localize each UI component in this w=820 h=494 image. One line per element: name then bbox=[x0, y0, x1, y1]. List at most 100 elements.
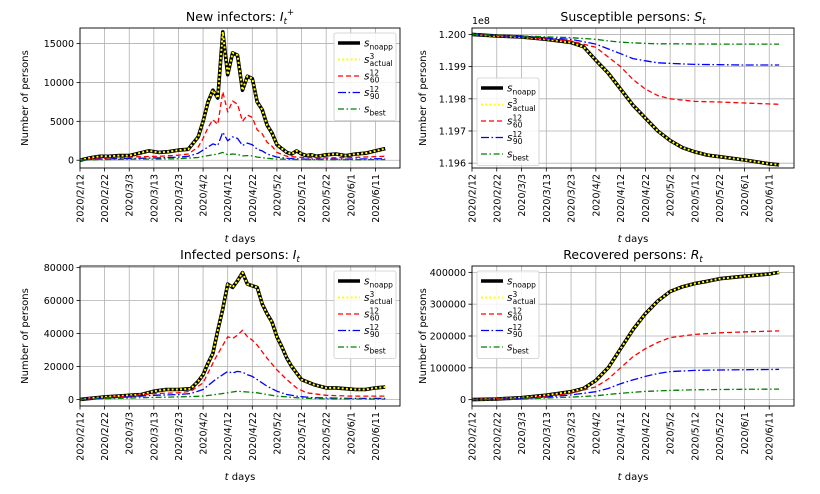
x-tick-label: 2020/4/12 bbox=[223, 174, 234, 223]
y-tick-label: 0 bbox=[460, 395, 466, 406]
x-tick-label: 2020/6/11 bbox=[765, 174, 776, 223]
series-line-best bbox=[472, 388, 780, 401]
x-tick-label: 2020/2/22 bbox=[492, 174, 503, 223]
x-tick-label: 2020/5/2 bbox=[666, 174, 677, 217]
series-line-s90 bbox=[80, 370, 386, 401]
chart-title: New infectors: It+ bbox=[186, 8, 294, 27]
legend-box bbox=[333, 32, 397, 121]
legend-label: sbest bbox=[507, 342, 529, 356]
legend-label: sbest bbox=[364, 104, 386, 118]
x-tick-label: 2020/4/22 bbox=[641, 174, 652, 223]
y-axis-label: Number of persons bbox=[418, 50, 429, 146]
x-tick-label: 2020/4/2 bbox=[199, 412, 210, 455]
x-tick-label: 2020/2/12 bbox=[76, 412, 87, 461]
plot-frame bbox=[79, 27, 401, 169]
x-tick-label: 2020/6/11 bbox=[371, 174, 382, 223]
y-tick-label: 100000 bbox=[430, 363, 466, 374]
plot-frame bbox=[471, 265, 795, 407]
y-tick-label: 1.196 bbox=[439, 159, 466, 170]
x-tick-label: 2020/6/11 bbox=[371, 412, 382, 461]
y-tick-label: 80000 bbox=[44, 263, 74, 274]
y-tick-label: 60000 bbox=[44, 296, 74, 307]
series-line-best bbox=[80, 151, 386, 161]
x-tick-label: 2020/4/2 bbox=[199, 174, 210, 217]
y-axis-label: Number of persons bbox=[20, 50, 31, 146]
legend-label: sbest bbox=[364, 342, 386, 356]
x-axis-label: t days bbox=[225, 234, 256, 245]
axis-offset-label: 1e8 bbox=[472, 16, 490, 27]
y-tick-label: 5000 bbox=[50, 117, 74, 128]
legend-label: s12 60 bbox=[364, 69, 380, 85]
x-tick-label: 2020/5/22 bbox=[715, 174, 726, 223]
series-line-s60 bbox=[472, 330, 780, 401]
x-tick-label: 2020/3/23 bbox=[567, 412, 578, 461]
series-line-best bbox=[472, 33, 780, 45]
y-axis-label: Number of persons bbox=[20, 288, 31, 384]
x-tick-label: 2020/3/3 bbox=[517, 174, 528, 217]
y-tick-label: 40000 bbox=[44, 329, 74, 340]
y-tick-label: 20000 bbox=[44, 362, 74, 373]
x-tick-label: 2020/2/22 bbox=[100, 412, 111, 461]
chart-infected: 2020/2/12 2020/2/22 2020/3/3 2020/3/13 2020/… bbox=[20, 247, 401, 483]
y-axis-label: Number of persons bbox=[418, 288, 429, 384]
legend-label: s3 actual bbox=[507, 97, 536, 113]
x-tick-label: 2020/5/2 bbox=[666, 412, 677, 455]
x-tick-label: 2020/3/3 bbox=[517, 412, 528, 455]
legend-box bbox=[476, 270, 540, 359]
series-line-s60 bbox=[80, 91, 386, 161]
legend-label: s12 60 bbox=[364, 307, 380, 323]
legend-label: snoapp bbox=[364, 38, 393, 52]
legend-label: snoapp bbox=[507, 83, 536, 97]
x-tick-label: 2020/6/1 bbox=[740, 174, 751, 217]
x-tick-label: 2020/3/13 bbox=[542, 174, 553, 223]
x-tick-label: 2020/5/22 bbox=[715, 412, 726, 461]
chart-title: Susceptible persons: St bbox=[560, 9, 706, 27]
legend-label: s3 actual bbox=[507, 290, 536, 306]
legend-label: s12 90 bbox=[364, 85, 380, 101]
legend-label: s12 60 bbox=[507, 114, 523, 130]
series-line-s60 bbox=[80, 329, 386, 401]
legend-box bbox=[476, 77, 540, 166]
x-tick-label: 2020/2/12 bbox=[76, 174, 87, 223]
x-tick-label: 2020/5/12 bbox=[297, 174, 308, 223]
plot-frame bbox=[79, 265, 401, 407]
y-tick-label: 0 bbox=[68, 395, 74, 406]
legend-label: s12 90 bbox=[507, 323, 523, 339]
series-line-s90 bbox=[472, 368, 780, 401]
legend-label: snoapp bbox=[507, 276, 536, 290]
x-tick-label: 2020/2/22 bbox=[492, 412, 503, 461]
chart-recovered: 2020/2/12 2020/2/22 2020/3/3 2020/3/13 2020/… bbox=[418, 247, 795, 483]
x-tick-label: 2020/2/22 bbox=[100, 174, 111, 223]
x-tick-label: 2020/6/1 bbox=[346, 412, 357, 455]
legend-label: s12 90 bbox=[364, 323, 380, 339]
x-tick-label: 2020/3/13 bbox=[149, 412, 160, 461]
x-axis-label: t days bbox=[618, 234, 649, 245]
legend-label: snoapp bbox=[364, 276, 393, 290]
x-tick-label: 2020/3/13 bbox=[149, 174, 160, 223]
x-tick-label: 2020/5/12 bbox=[690, 412, 701, 461]
legend-label: s12 60 bbox=[507, 307, 523, 323]
y-tick-label: 1.200 bbox=[439, 30, 466, 41]
y-tick-label: 10000 bbox=[44, 78, 74, 89]
x-axis-label: t days bbox=[225, 472, 256, 483]
legend-label: s3 actual bbox=[364, 290, 393, 306]
x-tick-label: 2020/6/1 bbox=[346, 174, 357, 217]
x-tick-label: 2020/3/23 bbox=[174, 412, 185, 461]
x-tick-label: 2020/4/2 bbox=[591, 412, 602, 455]
legend-label: sbest bbox=[507, 149, 529, 163]
y-tick-label: 0 bbox=[68, 156, 74, 167]
x-tick-label: 2020/4/12 bbox=[616, 412, 627, 461]
legend-label: s12 90 bbox=[507, 130, 523, 146]
series-line-noapp bbox=[472, 270, 780, 402]
chart-susceptible: 2020/2/12 2020/2/22 2020/3/3 2020/3/13 2020/… bbox=[418, 9, 795, 245]
x-tick-label: 2020/4/12 bbox=[223, 412, 234, 461]
x-tick-label: 2020/5/2 bbox=[272, 412, 283, 455]
x-tick-label: 2020/5/22 bbox=[322, 412, 333, 461]
x-tick-label: 2020/4/2 bbox=[591, 174, 602, 217]
x-tick-label: 2020/5/22 bbox=[322, 174, 333, 223]
legend-label: s3 actual bbox=[364, 52, 393, 68]
